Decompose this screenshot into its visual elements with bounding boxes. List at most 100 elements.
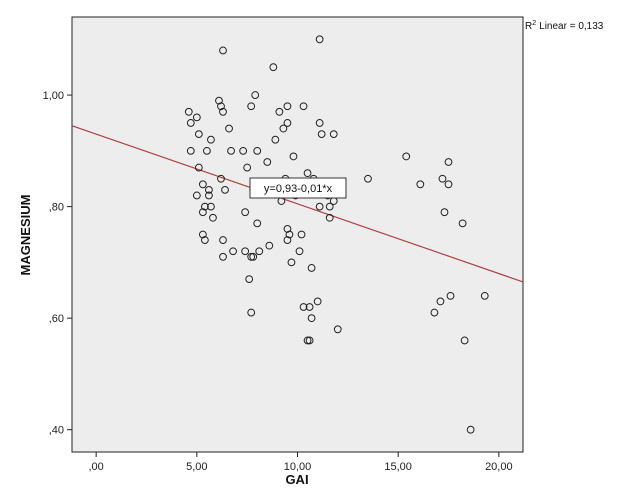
data-point (207, 202, 215, 211)
fit-layer (71, 125, 524, 283)
data-point (444, 158, 453, 166)
data-point (253, 146, 262, 155)
x-axis-title: GAI (285, 472, 308, 487)
data-point (283, 236, 292, 244)
data-point (263, 158, 272, 166)
data-point (245, 275, 254, 284)
data-point (225, 124, 233, 133)
data-point (198, 230, 207, 239)
fit-line (71, 125, 524, 283)
data-point (241, 208, 250, 217)
data-point (438, 174, 447, 183)
data-point (251, 91, 260, 99)
data-point (192, 191, 201, 200)
data-point (229, 247, 237, 256)
data-point (430, 308, 439, 317)
data-point (283, 225, 292, 233)
data-point (217, 174, 225, 183)
y-axis-title: MAGNESIUM (18, 195, 33, 276)
data-point (184, 107, 193, 116)
data-point (200, 202, 209, 211)
data-point (198, 180, 207, 189)
data-point (460, 336, 469, 345)
r2-superscript: 2 (532, 20, 536, 27)
data-point (219, 46, 227, 55)
data-point (287, 258, 296, 267)
y-tick-label: 1,00 (43, 90, 64, 102)
data-point (200, 236, 209, 244)
data-point (444, 180, 453, 189)
data-point (219, 236, 227, 244)
data-point (480, 291, 489, 300)
data-point (315, 35, 324, 44)
data-point (305, 336, 314, 345)
r2-value: Linear = 0,133 (539, 21, 604, 32)
fit-equation-label: y=0,93-0,01*x (264, 183, 333, 195)
data-point (253, 219, 262, 228)
data-point (303, 336, 312, 345)
data-point (194, 130, 203, 139)
data-point (364, 174, 372, 183)
data-point (299, 102, 308, 111)
x-tick-label: 20,00 (485, 461, 513, 473)
data-point (205, 191, 213, 200)
data-point (243, 163, 252, 172)
data-point (215, 96, 223, 105)
data-point (209, 213, 217, 222)
data-point (416, 180, 425, 189)
data-point (446, 291, 455, 300)
data-point (315, 202, 324, 211)
data-point (249, 252, 258, 261)
data-point (436, 297, 445, 306)
data-point (402, 152, 411, 161)
data-point (219, 252, 227, 261)
data-point (265, 241, 274, 250)
data-point (315, 119, 324, 127)
data-point (283, 119, 292, 127)
x-tick-label: ,00 (89, 461, 104, 473)
data-point (221, 185, 229, 194)
data-point (205, 185, 213, 194)
data-point (299, 303, 308, 311)
plot-area (71, 16, 524, 453)
data-point (247, 308, 256, 317)
data-point (275, 107, 284, 116)
y-tick-label: ,40 (49, 425, 64, 437)
data-point (303, 169, 312, 178)
data-point (219, 107, 227, 116)
data-point (269, 63, 278, 72)
data-point (255, 247, 264, 256)
data-point (247, 102, 256, 111)
data-point (466, 425, 475, 434)
data-point (207, 135, 215, 144)
data-point (333, 325, 342, 334)
data-point (192, 113, 201, 122)
r2-prefix: R (525, 21, 532, 32)
data-point (295, 247, 304, 256)
data-point (217, 102, 225, 111)
data-point (289, 152, 298, 161)
data-point (313, 297, 322, 306)
y-tick-label: ,80 (49, 202, 64, 214)
data-point (241, 247, 250, 256)
r2-label: R2 Linear = 0,133 (525, 20, 604, 32)
fit-equation-box: y=0,93-0,01*x (249, 177, 347, 199)
data-point (440, 208, 449, 217)
data-point (305, 303, 314, 311)
data-point (247, 252, 256, 261)
y-tick-label: ,60 (49, 313, 64, 325)
data-point (325, 202, 334, 211)
data-point (186, 119, 195, 127)
x-tick-label: 10,00 (284, 461, 312, 473)
data-point (307, 264, 316, 272)
data-point (297, 230, 306, 239)
data-point (198, 208, 207, 217)
data-point (283, 102, 292, 111)
x-tick-label: 5,00 (186, 461, 207, 473)
fit-equation-frame (249, 177, 347, 199)
data-point (458, 219, 467, 228)
data-point (329, 130, 338, 139)
data-point (317, 130, 326, 139)
